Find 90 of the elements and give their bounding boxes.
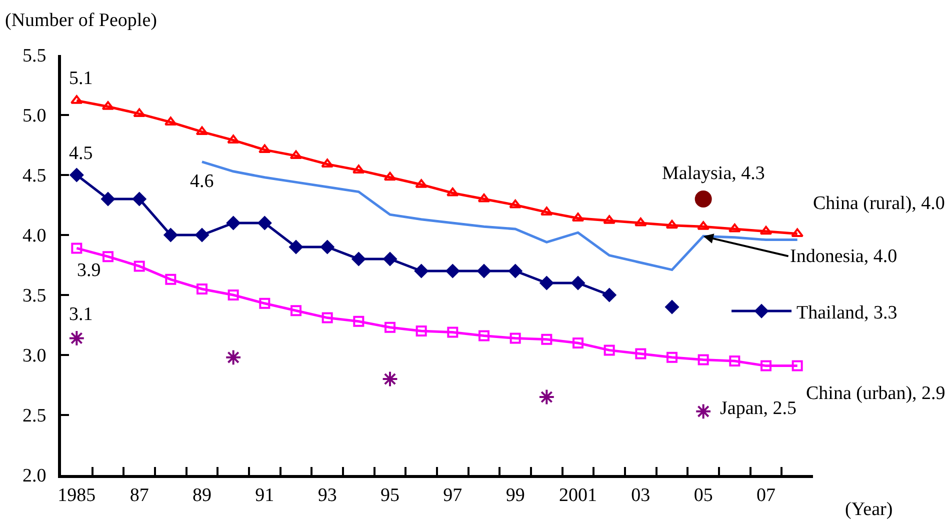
point	[698, 354, 709, 366]
y-tick-label: 5.0	[22, 106, 46, 127]
point	[635, 348, 646, 360]
point	[132, 192, 146, 206]
series-label: Malaysia, 4.3	[662, 163, 765, 184]
point	[101, 192, 115, 206]
point	[602, 288, 616, 302]
point	[320, 240, 334, 254]
point	[322, 312, 333, 324]
x-tick-label: 87	[130, 484, 149, 506]
point	[792, 360, 803, 372]
x-tick-label: 97	[443, 484, 462, 506]
point	[196, 284, 208, 294]
point	[70, 168, 84, 182]
y-tick-label: 4.5	[22, 166, 46, 187]
point	[102, 251, 114, 262]
point	[68, 330, 85, 346]
point	[540, 276, 554, 290]
x-tick-label: 1985	[58, 484, 96, 506]
point	[71, 242, 82, 254]
y-tick-label: 3.0	[22, 346, 46, 367]
point	[478, 330, 490, 342]
point	[134, 260, 145, 272]
point	[760, 226, 772, 235]
data-label: 3.1	[69, 304, 93, 325]
series-label: Japan, 2.5	[720, 398, 797, 419]
point	[164, 228, 178, 242]
x-tick-label: 93	[318, 484, 337, 506]
legend-label: Indonesia, 4.0	[790, 246, 898, 267]
point	[259, 298, 270, 309]
x-tick-label: 07	[756, 484, 776, 506]
point	[228, 290, 239, 300]
point	[447, 326, 458, 338]
point	[133, 108, 146, 118]
point	[510, 332, 521, 344]
point	[729, 356, 740, 366]
point	[666, 352, 678, 363]
point	[165, 274, 176, 285]
x-tick-label: 05	[694, 484, 713, 506]
point	[258, 216, 272, 230]
point	[694, 190, 712, 208]
x-tick-label: 91	[255, 484, 274, 506]
series-label: China (urban), 2.9	[806, 383, 946, 404]
point	[382, 370, 398, 388]
point	[290, 305, 302, 316]
y-tick-label: 4.0	[22, 226, 46, 247]
y-tick-label: 3.5	[22, 286, 46, 307]
point	[226, 216, 240, 230]
x-tick-label: 99	[506, 484, 525, 506]
point	[196, 126, 208, 136]
point	[383, 252, 397, 266]
series-label: China (rural), 4.0	[813, 193, 945, 214]
point	[541, 334, 552, 345]
data-label: 3.9	[77, 260, 101, 281]
point	[352, 252, 366, 266]
point	[538, 388, 555, 406]
y-axis-title: (Number of People)	[5, 10, 157, 31]
x-axis-title: (Year)	[845, 499, 893, 520]
point	[416, 326, 427, 336]
x-tick-label: 03	[631, 484, 650, 506]
point	[760, 360, 772, 372]
point	[477, 264, 491, 278]
data-label: 4.6	[190, 171, 214, 192]
point	[289, 240, 303, 254]
point	[384, 322, 396, 333]
point	[195, 228, 209, 242]
point	[604, 344, 615, 356]
point	[508, 264, 522, 278]
data-label: 5.1	[69, 68, 93, 89]
point	[258, 144, 271, 154]
point	[666, 220, 678, 229]
data-label: 4.5	[69, 143, 93, 164]
point	[290, 150, 302, 160]
y-tick-label: 2.5	[22, 406, 46, 427]
point	[572, 338, 584, 348]
point	[791, 228, 804, 238]
x-tick-label: 2001	[559, 484, 597, 506]
point	[665, 300, 679, 314]
x-tick-label: 89	[192, 484, 212, 506]
point	[446, 264, 460, 278]
y-tick-label: 5.5	[22, 46, 46, 67]
y-tick-label: 2.0	[22, 466, 46, 487]
point	[414, 264, 428, 278]
point	[384, 172, 396, 181]
point	[571, 276, 585, 290]
legend-label: Thailand, 3.3	[796, 302, 898, 324]
point	[225, 349, 242, 366]
point	[695, 403, 712, 420]
point	[353, 316, 364, 327]
x-tick-label: 95	[380, 484, 400, 506]
